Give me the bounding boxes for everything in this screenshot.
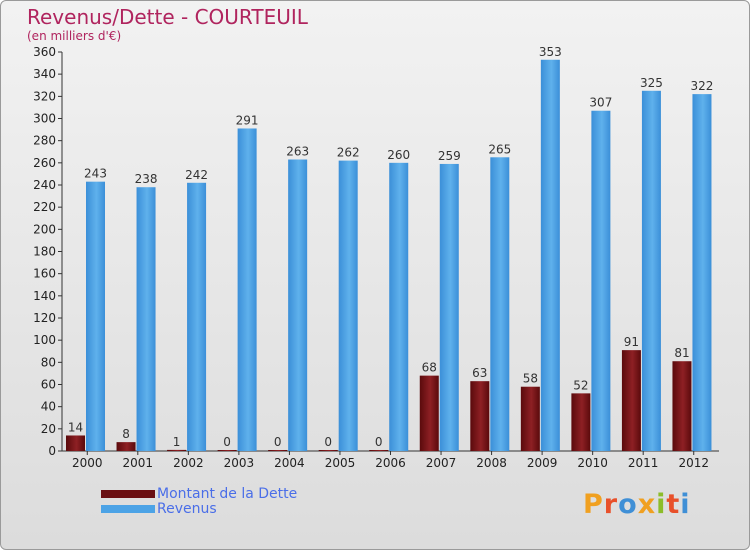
- data-label-debt: 0: [274, 435, 282, 449]
- bar-revenue: [389, 162, 409, 452]
- bar-debt: [520, 386, 540, 451]
- data-label-debt: 91: [624, 335, 639, 349]
- y-tick-label: 340: [33, 67, 56, 81]
- bar-debt: [116, 442, 136, 451]
- y-tick-label: 300: [33, 112, 56, 126]
- y-tick-label: 0: [48, 444, 56, 458]
- bar-revenue: [540, 59, 560, 452]
- bar-revenue: [439, 163, 459, 452]
- y-tick-label: 260: [33, 156, 56, 170]
- data-label-revenue: 238: [135, 172, 158, 186]
- bar-debt: [621, 350, 641, 451]
- data-label-revenue: 265: [488, 142, 511, 156]
- bar-debt: [268, 450, 288, 451]
- data-label-debt: 1: [173, 435, 181, 449]
- data-label-debt: 58: [523, 372, 538, 386]
- data-label-debt: 8: [122, 427, 130, 441]
- y-tick-label: 140: [33, 289, 56, 303]
- x-tick-label: 2003: [224, 456, 255, 470]
- x-tick-label: 2008: [476, 456, 507, 470]
- data-label-revenue: 291: [236, 113, 259, 127]
- bar-debt: [672, 361, 692, 451]
- x-tick-label: 2007: [426, 456, 457, 470]
- data-labels: 14 243 8 238 1 242 0 291 0 263 0 262 0 260 68 259 63 265 5…: [68, 45, 714, 449]
- data-label-revenue: 242: [185, 168, 208, 182]
- bar-debt: [217, 450, 237, 451]
- data-label-debt: 68: [422, 361, 437, 375]
- x-tick-label: 2002: [173, 456, 204, 470]
- x-tick-label: 2010: [577, 456, 608, 470]
- data-label-revenue: 307: [589, 96, 612, 110]
- bar-revenue: [692, 94, 712, 451]
- y-tick-label: 220: [33, 200, 56, 214]
- data-label-revenue: 353: [539, 45, 562, 59]
- bar-revenue: [136, 187, 156, 451]
- data-label-revenue: 325: [640, 76, 663, 90]
- data-label-debt: 0: [375, 435, 383, 449]
- x-tick-label: 2000: [72, 456, 103, 470]
- y-tick-label: 320: [33, 89, 56, 103]
- bar-debt: [419, 375, 439, 451]
- bar-revenue: [641, 90, 661, 452]
- data-label-debt: 52: [573, 378, 588, 392]
- data-label-debt: 63: [472, 366, 487, 380]
- bar-debt: [470, 381, 490, 451]
- y-tick-label: 120: [33, 311, 56, 325]
- bars: [66, 59, 712, 452]
- y-tick-label: 200: [33, 222, 56, 236]
- x-tick-label: 2004: [274, 456, 305, 470]
- bar-revenue: [237, 128, 257, 451]
- x-tick-label: 2011: [628, 456, 659, 470]
- bar-debt: [318, 450, 338, 451]
- x-tick-label: 2001: [123, 456, 154, 470]
- bar-revenue: [338, 160, 358, 451]
- bar-debt: [571, 393, 591, 451]
- axes: 0204060801001201401601802002202402602803…: [33, 45, 719, 470]
- x-tick-label: 2009: [527, 456, 558, 470]
- bar-debt: [369, 450, 389, 451]
- y-tick-label: 360: [33, 45, 56, 59]
- chart-title: Revenus/Dette - COURTEUIL: [27, 5, 308, 29]
- y-tick-label: 240: [33, 178, 56, 192]
- data-label-debt: 81: [674, 346, 689, 360]
- bar-revenue: [187, 182, 207, 452]
- x-tick-label: 2006: [375, 456, 406, 470]
- bar-revenue: [490, 157, 510, 451]
- data-label-revenue: 262: [337, 146, 360, 160]
- data-label-revenue: 322: [691, 79, 714, 93]
- proxiti-logo: Proxiti: [583, 489, 691, 520]
- bar-debt: [66, 435, 85, 451]
- data-label-revenue: 243: [84, 167, 107, 181]
- data-label-revenue: 263: [286, 145, 309, 159]
- y-tick-label: 160: [33, 267, 56, 281]
- chart-subtitle: (en milliers d'€): [27, 29, 122, 43]
- y-tick-label: 280: [33, 134, 56, 148]
- data-label-revenue: 260: [387, 148, 410, 162]
- y-tick-label: 80: [41, 355, 56, 369]
- x-tick-label: 2012: [678, 456, 709, 470]
- data-label-debt: 0: [223, 435, 231, 449]
- y-tick-label: 20: [41, 422, 56, 436]
- data-label-debt: 14: [68, 420, 83, 434]
- y-tick-label: 180: [33, 245, 56, 259]
- data-label-revenue: 259: [438, 149, 461, 163]
- bar-revenue: [591, 110, 611, 451]
- x-tick-label: 2005: [325, 456, 356, 470]
- y-tick-label: 100: [33, 333, 56, 347]
- y-tick-label: 60: [41, 378, 56, 392]
- bar-revenue: [288, 159, 308, 451]
- legend-label-debt: Montant de la Dette: [157, 486, 298, 502]
- legend-swatch-revenue: [101, 505, 155, 513]
- legend-label-revenue: Revenus: [157, 501, 217, 517]
- data-label-debt: 0: [324, 435, 332, 449]
- bar-revenue: [86, 181, 105, 452]
- y-tick-label: 40: [41, 400, 56, 414]
- bar-debt: [167, 449, 187, 451]
- legend-swatch-debt: [101, 490, 155, 498]
